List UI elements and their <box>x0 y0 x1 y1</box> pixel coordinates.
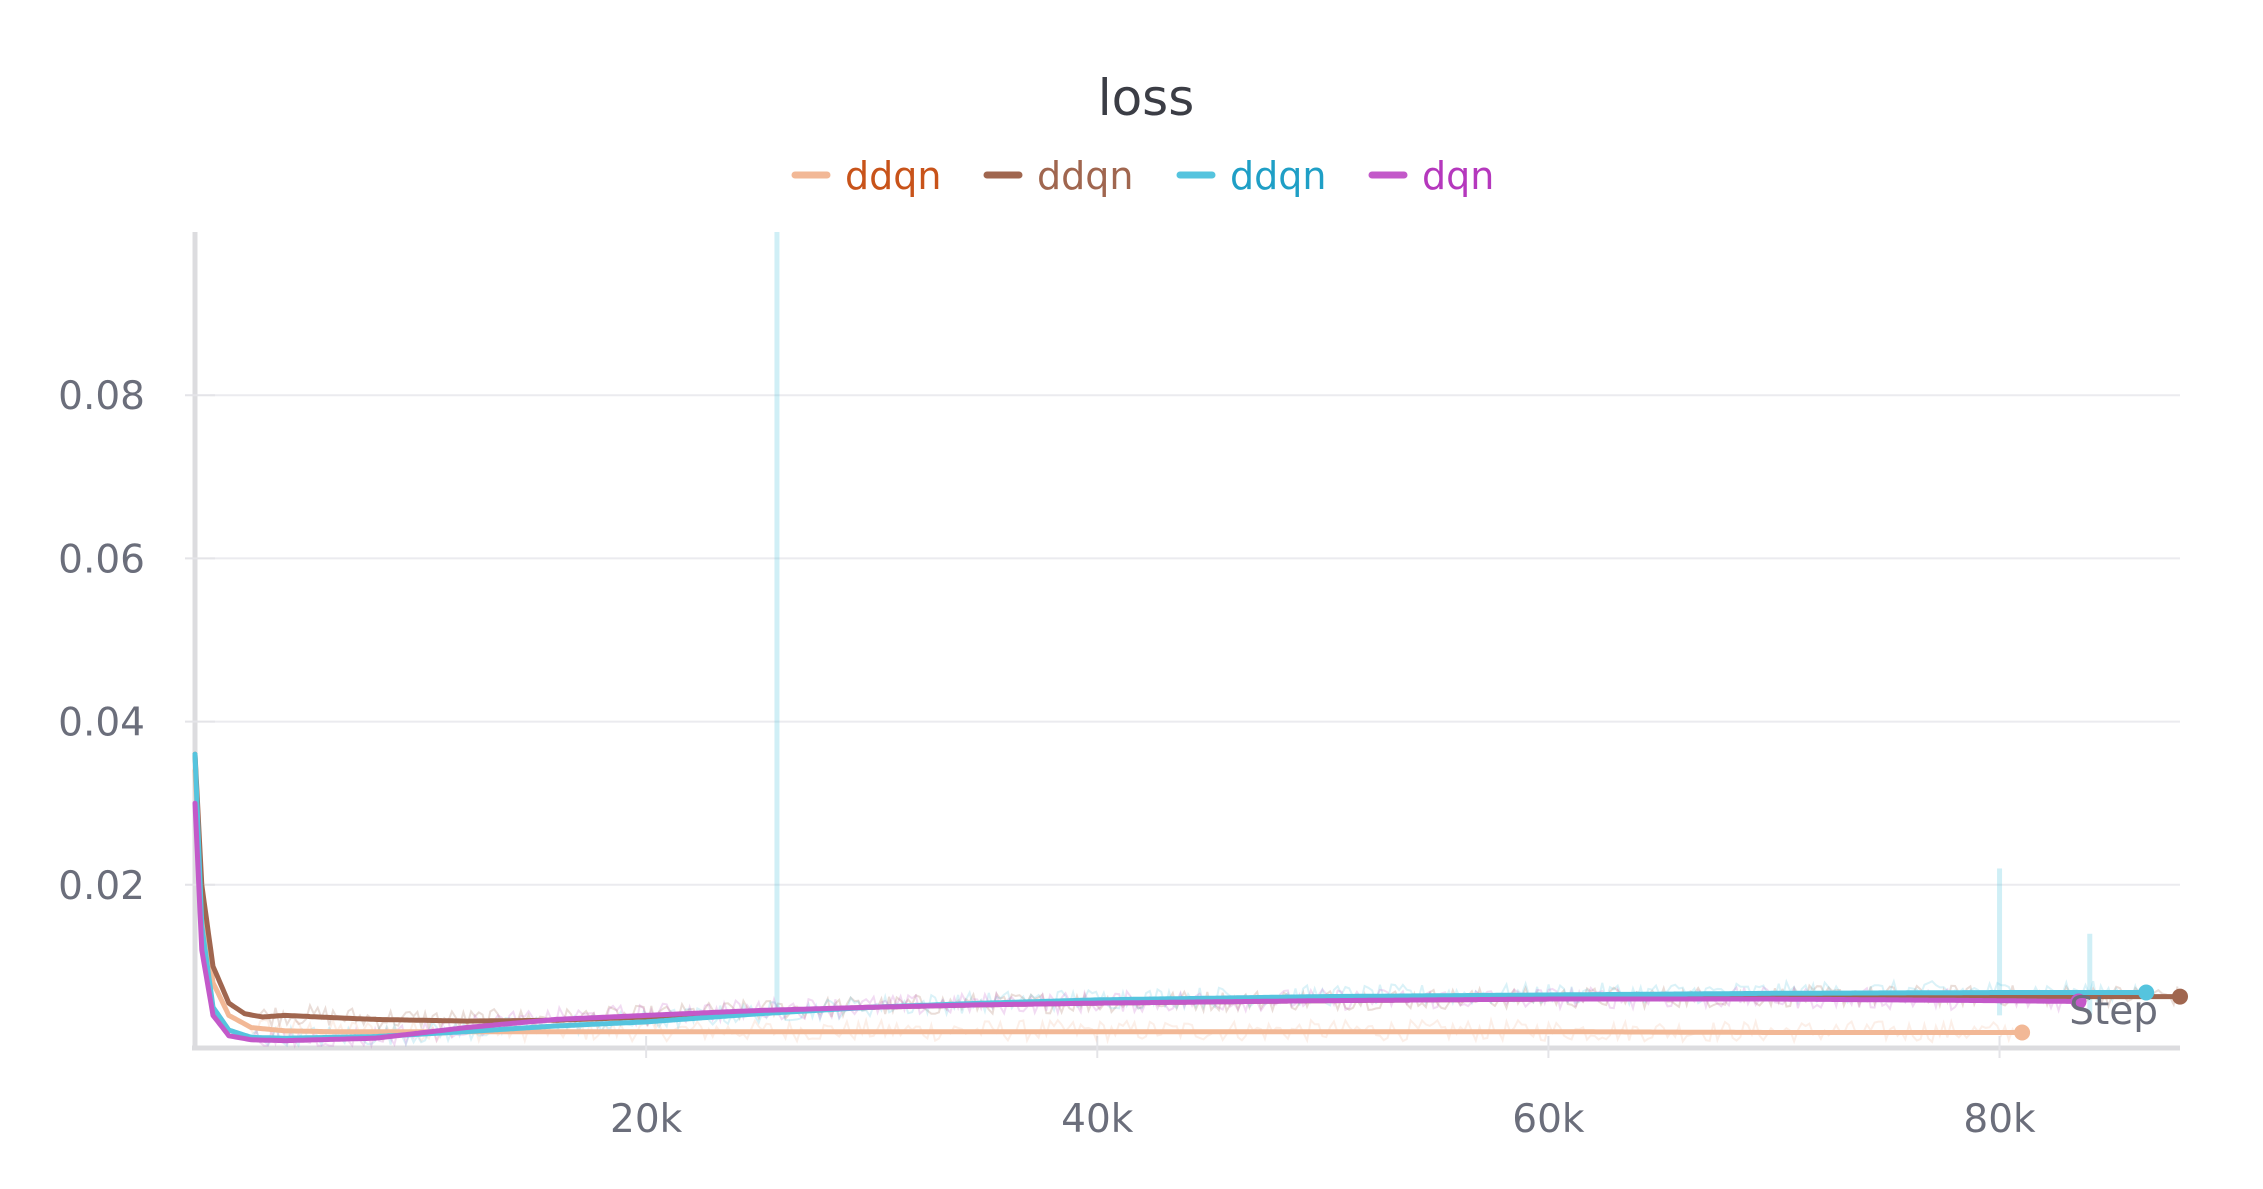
grid-lines <box>210 394 2180 886</box>
series-end-marker <box>2172 988 2188 1005</box>
x-axis-label: Step <box>2069 989 2158 1034</box>
x-tick-label: 60k <box>1512 1097 1585 1142</box>
series-raw-spike <box>1997 868 2003 1016</box>
chart-title: loss <box>1098 69 1195 127</box>
legend-label: ddqn <box>845 154 941 198</box>
series-raw-spike <box>774 232 780 1016</box>
legend-label: ddqn <box>1037 154 1133 198</box>
y-tick-label: 0.06 <box>58 537 145 582</box>
x-tick-label: 20k <box>610 1097 683 1142</box>
series-end-marker <box>2014 1024 2031 1041</box>
legend: ddqn ddqn ddqn dqn <box>791 154 1494 198</box>
x-tick-label: 80k <box>1963 1097 2036 1142</box>
tick-labels: 20k 40k 60k 80k 0.02 0.04 0.06 0.08 <box>58 374 2036 1142</box>
series-lines <box>192 751 2188 1044</box>
y-tick-label: 0.02 <box>58 864 145 909</box>
legend-label: dqn <box>1422 154 1494 198</box>
y-tick-label: 0.04 <box>58 701 145 746</box>
x-tick-label: 40k <box>1061 1097 1134 1142</box>
series-end-marker <box>2070 993 2087 1010</box>
axes <box>185 232 2180 1058</box>
series-line-2 <box>192 751 2149 1041</box>
y-tick-label: 0.08 <box>58 374 145 419</box>
series-end-marker <box>2138 984 2155 1001</box>
series-line-3 <box>192 800 2081 1044</box>
legend-label: ddqn <box>1230 154 1326 198</box>
series-raw-spike <box>2087 933 2093 1016</box>
